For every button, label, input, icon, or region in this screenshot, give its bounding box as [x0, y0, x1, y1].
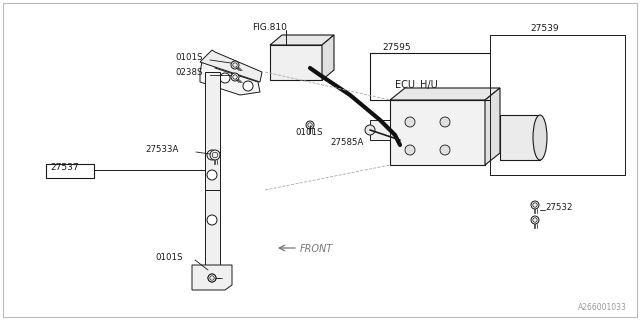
Text: 0101S: 0101S: [295, 128, 323, 137]
Polygon shape: [322, 35, 334, 80]
Text: ECU: ECU: [395, 80, 415, 90]
Circle shape: [405, 145, 415, 155]
Polygon shape: [205, 190, 220, 265]
Circle shape: [306, 121, 314, 129]
Circle shape: [405, 117, 415, 127]
Circle shape: [220, 73, 230, 83]
Text: 27585A: 27585A: [330, 138, 364, 147]
Text: 27532: 27532: [545, 203, 573, 212]
Circle shape: [208, 274, 216, 282]
Circle shape: [440, 145, 450, 155]
Bar: [46, 164, 94, 178]
Circle shape: [531, 201, 539, 209]
Circle shape: [207, 170, 217, 180]
Polygon shape: [200, 62, 260, 95]
Polygon shape: [370, 120, 390, 140]
Circle shape: [208, 274, 216, 282]
Text: FRONT: FRONT: [300, 244, 333, 254]
Polygon shape: [270, 35, 334, 45]
Polygon shape: [205, 72, 220, 190]
Polygon shape: [192, 265, 232, 290]
Text: FIG.810: FIG.810: [252, 23, 287, 32]
Circle shape: [531, 216, 539, 224]
Text: 27539: 27539: [530, 24, 559, 33]
Circle shape: [207, 215, 217, 225]
Polygon shape: [270, 45, 322, 80]
Text: 0238S: 0238S: [175, 68, 202, 77]
Text: 0101S: 0101S: [155, 253, 182, 262]
Ellipse shape: [533, 115, 547, 160]
Circle shape: [440, 117, 450, 127]
Text: 27533A: 27533A: [145, 145, 179, 154]
Text: H/U: H/U: [420, 80, 438, 90]
Circle shape: [207, 150, 217, 160]
Polygon shape: [390, 100, 485, 165]
Text: 0101S: 0101S: [175, 53, 202, 62]
Polygon shape: [200, 50, 262, 82]
Polygon shape: [485, 88, 500, 165]
Circle shape: [231, 61, 239, 69]
Circle shape: [243, 81, 253, 91]
Text: 27595: 27595: [382, 43, 411, 52]
Circle shape: [231, 73, 239, 81]
Polygon shape: [390, 88, 500, 100]
Circle shape: [210, 150, 220, 160]
Polygon shape: [500, 115, 540, 160]
Text: A266001033: A266001033: [578, 303, 627, 312]
Circle shape: [365, 125, 375, 135]
Text: 27537: 27537: [50, 163, 79, 172]
